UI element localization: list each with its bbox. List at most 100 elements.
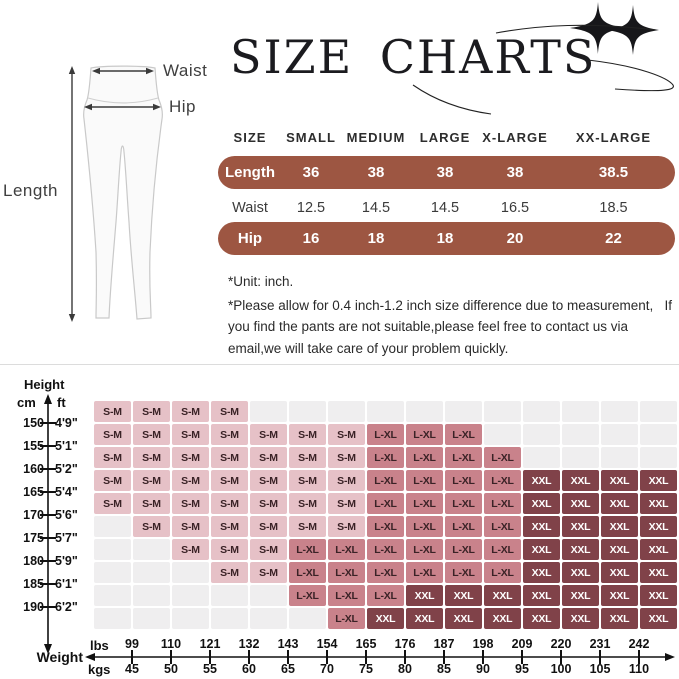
- size-cell: L-XL: [406, 539, 443, 560]
- size-cell-empty: [484, 424, 521, 445]
- size-cell: XXL: [640, 585, 677, 606]
- size-value: 36: [302, 164, 320, 181]
- size-cell: L-XL: [484, 562, 521, 583]
- size-cell-empty: [94, 562, 131, 583]
- size-column-header: X-LARGE: [482, 129, 548, 145]
- size-cell: XXL: [562, 585, 599, 606]
- height-tick: [40, 583, 56, 585]
- size-cell: S-M: [328, 447, 365, 468]
- weight-kgs-label: 60: [242, 662, 256, 676]
- hip-label: Hip: [169, 97, 197, 116]
- size-cell: XXL: [523, 516, 560, 537]
- size-cell: S-M: [172, 447, 209, 468]
- size-cell: XXL: [445, 608, 482, 629]
- size-cell: XXL: [406, 608, 443, 629]
- size-value: 18.5: [599, 200, 628, 216]
- size-cell: XXL: [601, 608, 638, 629]
- size-cell: S-M: [172, 470, 209, 491]
- height-cm-label: 190: [23, 600, 44, 614]
- weight-tick: [287, 650, 289, 664]
- weight-tick: [248, 650, 250, 664]
- size-cell: L-XL: [406, 447, 443, 468]
- size-cell: XXL: [640, 470, 677, 491]
- size-cell: L-XL: [328, 539, 365, 560]
- size-cell-empty: [484, 401, 521, 422]
- height-cm-label: 155: [23, 439, 44, 453]
- size-cell: S-M: [133, 470, 170, 491]
- size-cell: S-M: [172, 539, 209, 560]
- size-cell: S-M: [328, 424, 365, 445]
- size-cell-empty: [172, 608, 209, 629]
- height-cm-label: 180: [23, 554, 44, 568]
- size-cell: S-M: [250, 447, 287, 468]
- size-cell: XXL: [601, 539, 638, 560]
- size-cell-empty: [445, 401, 482, 422]
- size-cell: S-M: [133, 424, 170, 445]
- weight-kgs-label: 65: [281, 662, 295, 676]
- size-cell-empty: [133, 539, 170, 560]
- size-cell: XXL: [562, 608, 599, 629]
- size-cell: XXL: [601, 516, 638, 537]
- size-cell: XXL: [601, 585, 638, 606]
- size-column-header: MEDIUM: [346, 129, 406, 145]
- height-ft-label: 4'9": [55, 416, 78, 430]
- size-row-label: Hip: [237, 230, 263, 247]
- weight-axis: [85, 653, 675, 661]
- weight-unit-kgs: kgs: [88, 662, 111, 677]
- size-column-header: LARGE: [419, 129, 471, 145]
- size-value: 18: [367, 230, 385, 247]
- length-arrow: [68, 66, 76, 322]
- size-cell: S-M: [250, 539, 287, 560]
- height-cm-label: 185: [23, 577, 44, 591]
- length-label: Length: [3, 181, 58, 200]
- size-cell: S-M: [211, 539, 248, 560]
- size-cell-empty: [523, 447, 560, 468]
- size-cell: XXL: [484, 585, 521, 606]
- height-cm-label: 165: [23, 485, 44, 499]
- size-cell: S-M: [94, 447, 131, 468]
- notes: *Unit: inch. *Please allow for 0.4 inch-…: [228, 271, 672, 361]
- size-value: 38: [436, 164, 454, 181]
- height-cm-label: 170: [23, 508, 44, 522]
- size-cell: XXL: [445, 585, 482, 606]
- size-cell: XXL: [601, 562, 638, 583]
- waist-arrow: [92, 67, 154, 75]
- weight-kgs-label: 85: [437, 662, 451, 676]
- weight-kgs-label: 90: [476, 662, 490, 676]
- size-cell: S-M: [250, 516, 287, 537]
- weight-kgs-label: 95: [515, 662, 529, 676]
- height-ft-label: 5'4": [55, 485, 78, 499]
- size-cell-empty: [289, 401, 326, 422]
- size-cell: XXL: [640, 493, 677, 514]
- size-cell: L-XL: [445, 516, 482, 537]
- size-cell: S-M: [289, 516, 326, 537]
- weight-lbs-label: 99: [125, 637, 139, 651]
- size-value: 22: [605, 230, 622, 247]
- size-cell: S-M: [289, 493, 326, 514]
- size-cell: L-XL: [445, 470, 482, 491]
- weight-lbs-label: 242: [628, 637, 650, 651]
- weight-lbs-label: 154: [316, 637, 338, 651]
- size-table-header: SIZE SMALL MEDIUM LARGE X-LARGE XX-LARGE: [218, 126, 675, 148]
- size-cell: S-M: [133, 493, 170, 514]
- size-cell: L-XL: [445, 562, 482, 583]
- size-cell-empty: [562, 401, 599, 422]
- size-cell: XXL: [562, 516, 599, 537]
- size-cell-empty: [640, 447, 677, 468]
- size-cell: L-XL: [484, 470, 521, 491]
- size-cell-empty: [289, 608, 326, 629]
- size-row-label: Waist: [232, 200, 268, 216]
- size-cell: L-XL: [328, 562, 365, 583]
- weight-lbs-label: 143: [277, 637, 299, 651]
- size-cell: S-M: [211, 562, 248, 583]
- size-value: 38.5: [598, 164, 629, 181]
- height-ft-label: 5'6": [55, 508, 78, 522]
- height-ft-label: 6'2": [55, 600, 78, 614]
- size-cell-empty: [367, 401, 404, 422]
- size-value: 20: [506, 230, 524, 247]
- size-cell-empty: [601, 447, 638, 468]
- size-cell: S-M: [328, 516, 365, 537]
- weight-kgs-label: 80: [398, 662, 412, 676]
- size-cell: S-M: [211, 401, 248, 422]
